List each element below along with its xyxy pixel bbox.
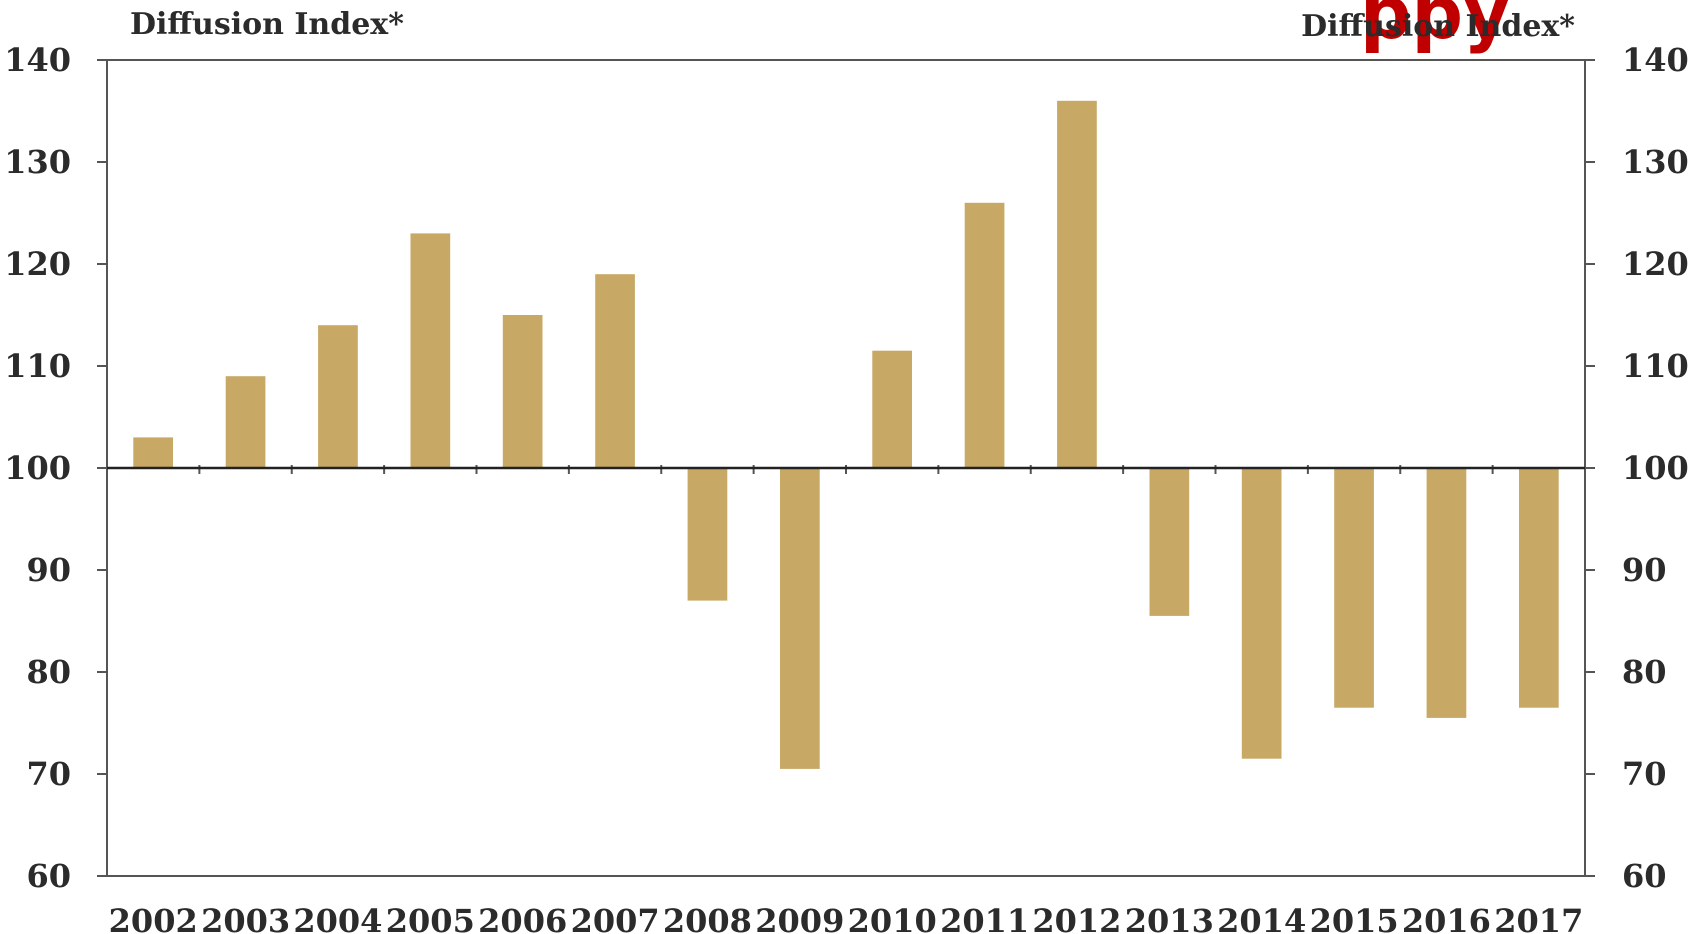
x-tick-label-2007: 2007 bbox=[571, 902, 660, 934]
x-tick-label-2004: 2004 bbox=[293, 902, 382, 934]
bar-2009 bbox=[780, 468, 820, 769]
x-tick-label-2005: 2005 bbox=[386, 902, 475, 934]
x-tick-label-2011: 2011 bbox=[940, 902, 1029, 934]
x-tick-label-2010: 2010 bbox=[848, 902, 937, 934]
left-y-tick-label: 80 bbox=[26, 653, 71, 691]
x-axis: 2002 2003 2004 2005 2006 2007 2008 2009 2010 2011… bbox=[109, 465, 1583, 934]
bar-2016 bbox=[1426, 468, 1467, 718]
bar-2008 bbox=[687, 468, 728, 601]
bar-2012 bbox=[1057, 100, 1097, 469]
right-axis-title: Diffusion Index* bbox=[1301, 9, 1575, 44]
bar-2010 bbox=[872, 350, 912, 468]
right-y-tick-label: 120 bbox=[1622, 245, 1689, 283]
x-tick-label-2016: 2016 bbox=[1402, 902, 1491, 934]
right-y-tick-label: 80 bbox=[1622, 653, 1667, 691]
bar-2003 bbox=[225, 376, 266, 468]
bar-2013 bbox=[1149, 468, 1190, 616]
left-y-tick-label: 100 bbox=[4, 449, 71, 487]
x-tick-label-2017: 2017 bbox=[1494, 902, 1583, 934]
left-y-tick-label: 60 bbox=[26, 857, 71, 895]
right-y-tick-label: 100 bbox=[1622, 449, 1689, 487]
bar-2014 bbox=[1241, 468, 1282, 759]
right-y-tick-label: 60 bbox=[1622, 857, 1667, 895]
right-y-tick-label: 90 bbox=[1622, 551, 1667, 589]
left-axis-title: Diffusion Index* bbox=[130, 7, 404, 42]
bar-2017 bbox=[1519, 468, 1559, 708]
bar-2002 bbox=[133, 437, 173, 468]
right-y-tick-label: 70 bbox=[1622, 755, 1667, 793]
x-tick-label-2008: 2008 bbox=[663, 902, 752, 934]
left-y-axis: 60 70 80 90 100 110 120 130 140 bbox=[4, 41, 107, 895]
x-tick-label-2013: 2013 bbox=[1125, 902, 1214, 934]
bar-2015 bbox=[1334, 468, 1374, 708]
x-tick-label-2006: 2006 bbox=[478, 902, 567, 934]
x-tick-label-2003: 2003 bbox=[201, 902, 290, 934]
cropped-red-overlay-text: ppy bbox=[1360, 0, 1510, 55]
bar-2011 bbox=[964, 202, 1005, 469]
right-y-tick-label: 110 bbox=[1622, 347, 1689, 385]
right-y-tick-label: 140 bbox=[1622, 41, 1689, 79]
left-y-tick-label: 90 bbox=[26, 551, 71, 589]
left-y-tick-label: 140 bbox=[4, 41, 71, 79]
bar-2007 bbox=[595, 274, 635, 468]
right-y-tick-label: 130 bbox=[1622, 143, 1689, 181]
left-y-tick-label: 110 bbox=[4, 347, 71, 385]
bar-series bbox=[133, 100, 1559, 769]
x-tick-label-2015: 2015 bbox=[1310, 902, 1399, 934]
left-y-tick-label: 70 bbox=[26, 755, 71, 793]
bar-2004 bbox=[318, 325, 358, 468]
x-tick-label-2012: 2012 bbox=[1032, 902, 1121, 934]
left-y-tick-label: 120 bbox=[4, 245, 71, 283]
bar-2005 bbox=[410, 233, 451, 468]
x-tick-label-2002: 2002 bbox=[109, 902, 198, 934]
x-tick-label-2014: 2014 bbox=[1217, 902, 1306, 934]
right-y-axis: 60 70 80 90 100 110 120 130 140 bbox=[1585, 41, 1689, 895]
bar-2006 bbox=[502, 315, 543, 468]
left-y-tick-label: 130 bbox=[4, 143, 71, 181]
x-tick-label-2009: 2009 bbox=[755, 902, 844, 934]
